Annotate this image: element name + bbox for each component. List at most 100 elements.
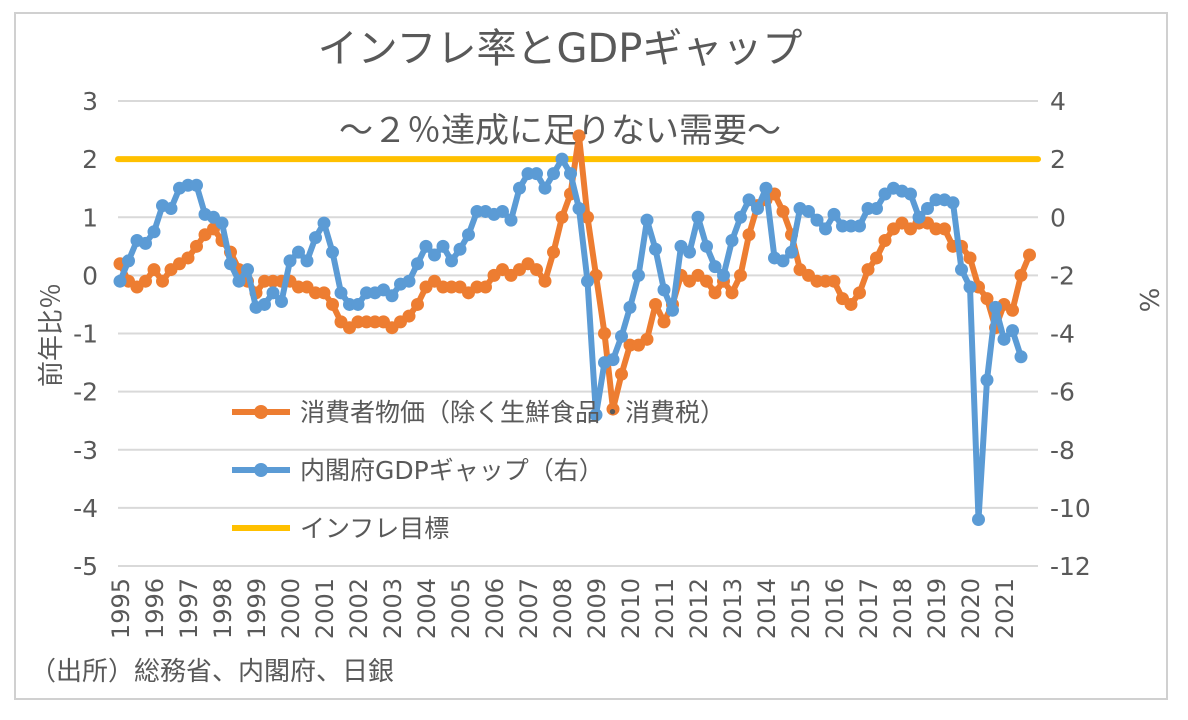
gdp-gap-point bbox=[496, 204, 509, 218]
gdp-gap-point bbox=[1006, 324, 1019, 338]
gdp-gap-point bbox=[955, 263, 968, 277]
gdp-gap-point bbox=[445, 254, 458, 268]
y-tick-left: 2 bbox=[82, 145, 98, 174]
gdp-gap-point bbox=[734, 210, 747, 224]
gdp-gap-point bbox=[428, 248, 441, 262]
gdp-gap-point bbox=[538, 181, 552, 195]
legend-label-cpi: 消費者物価（除く生鮮食品・消費税） bbox=[300, 398, 725, 427]
cpi-point bbox=[776, 204, 790, 218]
gdp-gap-point bbox=[666, 303, 679, 317]
cpi-point bbox=[156, 274, 169, 288]
x-tick-label: 2018 bbox=[889, 578, 917, 639]
y-tick-right: -8 bbox=[1050, 436, 1075, 465]
x-tick-label: 2019 bbox=[923, 578, 951, 639]
x-tick-label: 2005 bbox=[447, 578, 475, 639]
gdp-gap-point bbox=[615, 329, 628, 343]
gdp-gap-point bbox=[530, 167, 543, 181]
y-tick-left: -1 bbox=[73, 320, 98, 349]
gdp-gap-point bbox=[980, 373, 994, 387]
gdp-gap-point bbox=[419, 239, 433, 253]
gdp-gap-point bbox=[759, 181, 773, 195]
x-tick-label: 1997 bbox=[175, 578, 203, 639]
gdp-gap-point bbox=[317, 216, 331, 230]
gdp-gap-point bbox=[504, 213, 518, 227]
x-tick-label: 2008 bbox=[549, 578, 577, 639]
gdp-gap-point bbox=[853, 219, 866, 233]
y-tick-left: 3 bbox=[82, 87, 98, 116]
gdp-gap-point bbox=[946, 196, 960, 210]
cpi-point bbox=[411, 297, 424, 311]
gdp-gap-point bbox=[258, 297, 271, 311]
gdp-gap-point bbox=[385, 289, 399, 303]
gdp-gap-point bbox=[275, 295, 288, 309]
gdp-gap-point bbox=[564, 167, 577, 181]
y-tick-left: 0 bbox=[82, 261, 98, 290]
gdp-gap-point bbox=[742, 193, 756, 207]
cpi-point bbox=[700, 274, 713, 288]
cpi-point bbox=[844, 297, 858, 311]
x-tick-label: 2002 bbox=[345, 578, 373, 639]
gdp-gap-point bbox=[555, 152, 569, 166]
gdp-gap-point bbox=[572, 202, 586, 216]
gdp-gap-point bbox=[190, 178, 203, 192]
gdp-gap-point bbox=[819, 222, 832, 236]
y-tick-left: -3 bbox=[73, 436, 98, 465]
chart-subtitle: ～２％達成に足りない需要～ bbox=[339, 111, 781, 151]
gdp-gap-point bbox=[632, 268, 645, 282]
x-tick-label: 2007 bbox=[515, 578, 543, 639]
cpi-point bbox=[708, 286, 722, 300]
cpi-point bbox=[1006, 303, 1019, 317]
cpi-point bbox=[963, 251, 977, 265]
y-tick-right: 2 bbox=[1050, 145, 1066, 174]
cpi-point bbox=[827, 274, 841, 288]
y-tick-right: 0 bbox=[1050, 203, 1066, 232]
x-tick-label: 1996 bbox=[141, 578, 169, 639]
cpi-point bbox=[598, 327, 611, 340]
gdp-gap-point bbox=[300, 254, 314, 268]
gdp-gap-point bbox=[326, 245, 339, 259]
cpi-point bbox=[980, 292, 994, 306]
x-tick-label: 1999 bbox=[243, 578, 271, 639]
y-tick-left: -5 bbox=[73, 552, 98, 581]
cpi-point bbox=[190, 239, 203, 253]
gdp-gap-point bbox=[912, 210, 926, 224]
gdp-gap-point bbox=[1014, 350, 1028, 364]
gdp-gap-point bbox=[351, 297, 365, 311]
x-tick-label: 2013 bbox=[719, 578, 747, 639]
legend-label-target: インフレ目標 bbox=[300, 514, 449, 543]
cpi-point bbox=[606, 402, 620, 416]
legend-label-gdp-gap: 内閣府GDPギャップ（右） bbox=[300, 456, 604, 485]
x-tick-label: 2001 bbox=[311, 578, 339, 639]
gdp-gap-point bbox=[266, 286, 280, 300]
gdp-gap-point bbox=[717, 268, 730, 282]
legend-marker-cpi bbox=[254, 405, 268, 419]
cpi-point bbox=[181, 251, 195, 265]
gdp-gap-point bbox=[657, 283, 671, 297]
gdp-gap-point bbox=[640, 213, 654, 227]
gdp-gap-point bbox=[972, 513, 985, 526]
gdp-gap-point bbox=[802, 204, 815, 218]
x-tick-label: 2009 bbox=[583, 578, 611, 639]
cpi-point bbox=[402, 309, 416, 323]
cpi-point bbox=[861, 263, 875, 277]
gdp-gap-point bbox=[164, 202, 178, 216]
x-tick-label: 2015 bbox=[787, 578, 815, 639]
gdp-gap-point bbox=[785, 245, 798, 259]
gdp-gap-point bbox=[453, 242, 467, 256]
x-tick-label: 1995 bbox=[107, 578, 135, 639]
gdp-gap-point bbox=[751, 202, 764, 216]
y-tick-right: -12 bbox=[1050, 552, 1091, 581]
y-tick-left: -2 bbox=[73, 378, 98, 407]
gdp-gap-point bbox=[232, 274, 246, 288]
x-tick-label: 2011 bbox=[651, 578, 679, 639]
gdp-gap-point bbox=[725, 234, 739, 247]
gdp-gap-point bbox=[547, 167, 560, 181]
gdp-gap-point bbox=[147, 225, 161, 239]
gdp-gap-point bbox=[411, 257, 424, 271]
cpi-point bbox=[147, 263, 161, 277]
gdp-gap-point bbox=[989, 300, 1002, 314]
cpi-point bbox=[725, 286, 739, 300]
x-tick-label: 2017 bbox=[855, 578, 883, 639]
cpi-point bbox=[870, 251, 883, 265]
